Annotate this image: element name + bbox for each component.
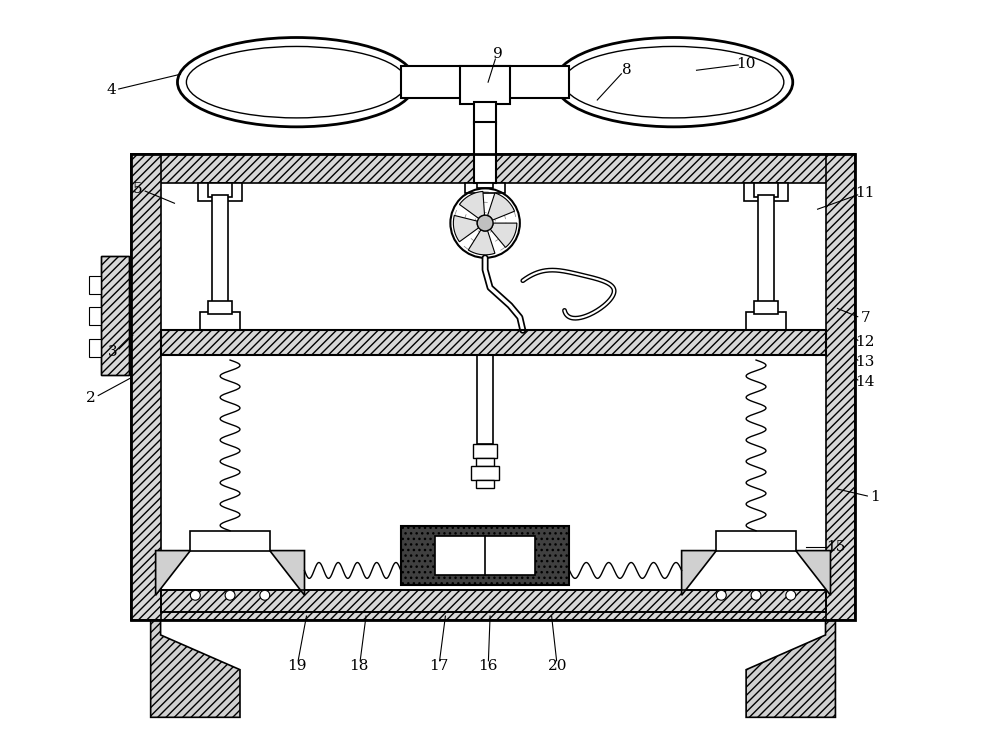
Polygon shape xyxy=(459,191,485,218)
Circle shape xyxy=(477,216,493,231)
Polygon shape xyxy=(796,550,830,595)
Text: 19: 19 xyxy=(287,659,306,673)
Bar xyxy=(161,590,826,612)
Bar xyxy=(474,102,496,124)
Bar xyxy=(190,531,270,550)
Text: 11: 11 xyxy=(855,186,875,200)
Polygon shape xyxy=(488,193,515,220)
Bar xyxy=(101,256,129,375)
Circle shape xyxy=(716,590,726,600)
Bar xyxy=(161,590,826,612)
Polygon shape xyxy=(682,550,716,595)
Bar xyxy=(401,66,569,98)
Ellipse shape xyxy=(177,37,416,127)
Bar xyxy=(89,307,101,325)
Bar xyxy=(435,536,535,575)
Polygon shape xyxy=(156,550,190,595)
Bar xyxy=(401,526,569,586)
Text: 13: 13 xyxy=(856,355,875,369)
Bar xyxy=(101,256,129,375)
Polygon shape xyxy=(270,550,304,595)
Text: 9: 9 xyxy=(493,48,503,62)
Text: 4: 4 xyxy=(106,83,116,97)
Circle shape xyxy=(786,590,796,600)
Circle shape xyxy=(751,590,761,600)
Bar xyxy=(744,183,788,202)
Bar xyxy=(474,122,496,183)
Text: 3: 3 xyxy=(108,345,118,359)
Bar xyxy=(716,531,796,550)
Text: 17: 17 xyxy=(429,659,448,673)
Polygon shape xyxy=(453,216,479,242)
Bar xyxy=(758,195,774,331)
Ellipse shape xyxy=(564,46,784,118)
Bar xyxy=(161,331,826,355)
Bar xyxy=(754,183,778,197)
Polygon shape xyxy=(468,230,495,255)
Text: 1: 1 xyxy=(870,490,880,504)
Bar xyxy=(131,154,161,620)
Text: 16: 16 xyxy=(478,659,498,673)
Text: 12: 12 xyxy=(855,335,875,349)
Text: 18: 18 xyxy=(349,659,369,673)
Bar xyxy=(161,331,826,355)
Bar xyxy=(208,183,232,197)
Bar xyxy=(476,480,494,488)
Bar xyxy=(200,312,240,331)
Bar xyxy=(131,154,855,183)
Circle shape xyxy=(225,590,235,600)
Bar xyxy=(89,276,101,293)
Bar xyxy=(473,444,497,458)
Bar xyxy=(212,195,228,331)
Bar xyxy=(471,466,499,480)
Bar xyxy=(477,355,493,444)
Bar xyxy=(460,66,510,104)
Bar xyxy=(131,590,855,620)
Bar xyxy=(465,183,505,194)
Bar xyxy=(754,301,778,314)
Polygon shape xyxy=(746,620,835,718)
Text: 10: 10 xyxy=(736,57,756,71)
Bar xyxy=(198,183,242,202)
Bar xyxy=(746,312,786,331)
Text: 5: 5 xyxy=(133,183,143,196)
Polygon shape xyxy=(151,620,240,718)
Bar xyxy=(826,154,855,620)
Text: 14: 14 xyxy=(855,375,875,389)
Ellipse shape xyxy=(186,46,407,118)
Polygon shape xyxy=(490,223,517,248)
Text: 20: 20 xyxy=(548,659,567,673)
Bar xyxy=(208,301,232,314)
Bar xyxy=(476,458,494,466)
Bar xyxy=(131,154,855,620)
Text: 8: 8 xyxy=(622,63,632,77)
Bar xyxy=(477,183,493,188)
Text: 2: 2 xyxy=(86,391,96,405)
Text: 7: 7 xyxy=(860,312,870,325)
Bar xyxy=(89,339,101,357)
Ellipse shape xyxy=(555,37,793,127)
Text: 15: 15 xyxy=(826,539,845,553)
Circle shape xyxy=(260,590,270,600)
Circle shape xyxy=(190,590,200,600)
